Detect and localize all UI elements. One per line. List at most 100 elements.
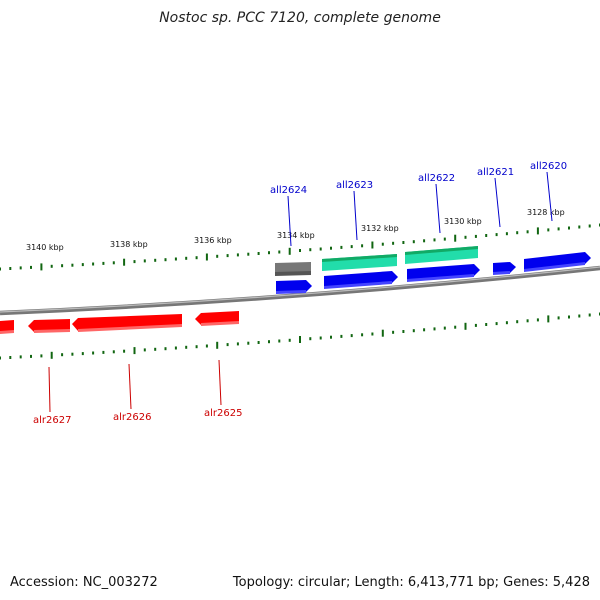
gene-all2622[interactable] [407,264,480,282]
bottom-track-minor-tick [454,325,457,329]
top-track-minor-tick [226,254,229,258]
gene-alr2626[interactable] [72,314,182,332]
gene-label-alr2627[interactable]: alr2627 [33,415,71,426]
bottom-track-minor-tick [112,350,115,354]
top-track-major-tick [288,247,291,255]
top-track-minor-tick [164,258,167,262]
bottom-track-major-tick [381,329,384,337]
bottom-track-minor-tick [350,334,353,338]
top-track-minor-tick [381,242,384,246]
bottom-track-minor-tick [495,322,498,326]
bottom-track-minor-tick [195,345,198,349]
bottom-track-major-tick [547,315,550,323]
bottom-track-minor-tick [392,330,395,334]
gene-label-all2624[interactable]: all2624 [270,185,307,196]
bottom-track-minor-tick [557,316,560,320]
gene-alr2627[interactable] [28,319,70,333]
bottom-track-minor-tick [143,348,146,352]
bottom-track-minor-tick [412,329,415,333]
top-track-minor-tick [547,228,550,232]
gene-label-all2622[interactable]: all2622 [418,173,455,184]
bottom-track-minor-tick [443,326,446,330]
top-track-minor-tick [330,246,332,250]
top-track-minor-tick [340,245,343,249]
bottom-track-minor-tick [578,314,581,318]
top-track-major-tick [371,241,374,249]
bottom-track-minor-tick [485,323,488,326]
bottom-track-minor-tick [568,315,570,319]
bottom-track-minor-tick [19,355,22,359]
bottom-track-minor-tick [40,354,43,358]
rna-gene-feature-2[interactable] [405,246,478,264]
bottom-track-minor-tick [402,330,405,333]
top-track-minor-tick [92,262,95,266]
bottom-track-minor-tick [71,352,74,356]
bottom-track-minor-tick [0,356,1,360]
bottom-track-minor-tick [102,350,105,354]
bottom-track-minor-tick [247,341,250,345]
top-track-minor-tick [30,265,32,269]
gene-label-all2620[interactable]: all2620 [530,161,567,172]
top-track-minor-tick [568,226,570,230]
bottom-track-minor-tick [526,319,529,323]
bottom-track-minor-tick [92,351,95,355]
bottom-track-minor-tick [164,347,167,351]
top-track-minor-tick [112,261,115,265]
bottom-track-major-tick [133,347,136,355]
top-track-minor-tick [309,248,312,252]
genome-backbone [0,265,600,316]
gene-all2623[interactable] [324,271,398,289]
bottom-track-major-tick [299,336,301,343]
bottom-track-major-tick [216,341,219,349]
top-track-minor-tick [154,258,157,262]
gene-label-all2621[interactable]: all2621 [477,167,514,178]
gene-all2624[interactable] [276,280,312,294]
bottom-track-minor-tick [288,338,291,342]
bottom-track-minor-tick [319,336,322,340]
top-track-major-tick [454,234,457,242]
top-track-minor-tick [443,237,446,241]
bottom-track-minor-tick [423,328,426,332]
bottom-tick-track [0,312,600,360]
bottom-track-minor-tick [174,346,177,350]
bottom-track-minor-tick [81,352,84,356]
top-track-minor-tick [474,234,477,238]
top-track-minor-tick [19,266,22,270]
top-track-minor-tick [81,263,84,267]
top-track-minor-tick [588,224,591,228]
kbp-label-3130: 3130 kbp [444,217,482,226]
gene-all2620[interactable] [524,252,591,272]
bottom-track-major-tick [50,351,53,359]
bottom-track-minor-tick [185,345,188,349]
bottom-track-minor-tick [123,349,126,353]
top-track-minor-tick [216,254,219,258]
top-track-minor-tick [133,260,136,264]
kbp-label-3138: 3138 kbp [110,240,148,249]
gene-label-alr2625[interactable]: alr2625 [204,408,242,419]
gene-label-all2623[interactable]: all2623 [336,180,373,191]
bottom-track-minor-tick [340,334,343,338]
top-track-minor-tick [174,257,177,261]
pseudo-gene-feature[interactable] [275,262,311,276]
bottom-track-minor-tick [309,337,312,341]
top-track-minor-tick [495,233,498,237]
top-track-minor-tick [516,231,519,235]
bottom-track-minor-tick [226,343,229,347]
top-track-minor-tick [299,249,301,252]
bottom-track-minor-tick [371,332,374,336]
bottom-track-minor-tick [9,356,12,359]
gene-alr2625[interactable] [195,311,239,326]
gene-label-alr2626[interactable]: alr2626 [113,412,151,423]
top-track-minor-tick [102,261,105,265]
top-track-minor-tick [143,259,146,263]
gene-alr2628-partial[interactable] [0,320,14,334]
top-track-minor-tick [247,252,250,256]
gene-all2621[interactable] [493,262,516,275]
rna-gene-feature-1[interactable] [322,254,397,271]
bottom-track-minor-tick [205,344,208,348]
kbp-label-3134: 3134 kbp [277,231,315,240]
bottom-track-minor-tick [236,342,239,346]
genome-summary-text: Topology: circular; Length: 6,413,771 bp… [232,575,590,590]
diagram-title: Nostoc sp. PCC 7120, complete genome [159,10,441,26]
top-track-minor-tick [402,241,405,244]
